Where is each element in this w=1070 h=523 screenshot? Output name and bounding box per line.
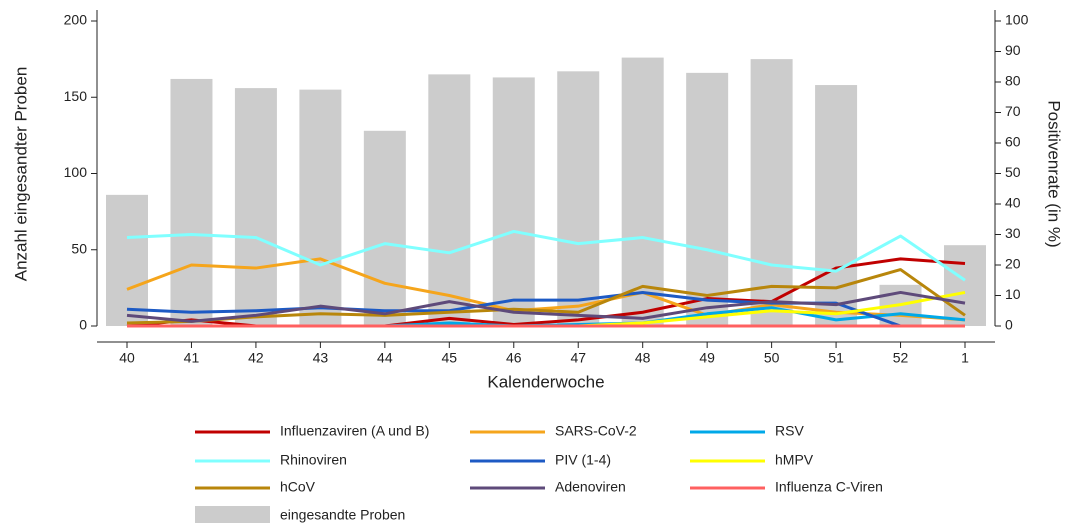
legend-label: eingesandte Proben [280, 507, 405, 523]
y2-tick-label: 30 [1005, 225, 1021, 241]
y2-tick-label: 10 [1005, 286, 1021, 302]
bar [170, 78, 213, 326]
x-tick-label: 42 [248, 350, 264, 366]
legend-label: Influenzaviren (A und B) [280, 423, 429, 439]
y2-tick-label: 50 [1005, 164, 1021, 180]
bar [750, 59, 793, 326]
bar [815, 85, 858, 326]
bar [944, 245, 986, 326]
legend-label: Influenza C-Viren [775, 479, 883, 495]
legend: Influenzaviren (A und B) SARS-CoV-2 RSV Rhi… [195, 423, 883, 523]
x-tick-label: 48 [635, 350, 651, 366]
bar [106, 194, 148, 326]
y2-tick-label: 0 [1005, 317, 1013, 333]
x-tick-label: 52 [893, 350, 909, 366]
bar [234, 88, 277, 326]
y2-tick-label: 20 [1005, 256, 1021, 272]
legend-label: hCoV [280, 479, 316, 495]
series-line [126, 268, 966, 325]
legend-label: hMPV [775, 452, 814, 468]
x-axis-title: Kalenderwoche [487, 372, 604, 391]
y-tick-label: 100 [64, 164, 88, 180]
y2-tick-label: 70 [1005, 103, 1021, 119]
x-tick-label: 43 [313, 350, 329, 366]
legend-label: Adenoviren [555, 479, 626, 495]
legend-label: Rhinoviren [280, 452, 347, 468]
y2-tick-label: 100 [1005, 12, 1029, 28]
series-line [126, 229, 966, 282]
y-axis-title: Anzahl eingesandter Proben [11, 67, 30, 282]
bar [557, 71, 600, 326]
bar [428, 74, 471, 326]
lines-layer [126, 229, 966, 328]
y2-tick-label: 60 [1005, 134, 1021, 150]
legend-label: RSV [775, 423, 804, 439]
y2-tick-label: 90 [1005, 42, 1021, 58]
bar [492, 77, 535, 326]
x-tick-label: 41 [184, 350, 200, 366]
y-tick-label: 200 [64, 12, 88, 28]
x-tick-label: 50 [764, 350, 780, 366]
y-tick-label: 50 [71, 240, 87, 256]
x-tick-label: 1 [961, 350, 969, 366]
series-line [126, 257, 966, 322]
x-tick-label: 44 [377, 350, 393, 366]
x-tick-label: 45 [442, 350, 458, 366]
bar [686, 72, 729, 326]
series-line [126, 290, 966, 323]
x-tick-label: 51 [828, 350, 844, 366]
y2-axis-title: Positivenrate (in %) [1045, 100, 1064, 247]
y2-tick-label: 40 [1005, 195, 1021, 211]
bar [299, 89, 342, 326]
y-tick-label: 0 [79, 317, 87, 333]
x-tick-label: 47 [570, 350, 586, 366]
x-tick-label: 46 [506, 350, 522, 366]
x-tick-label: 40 [119, 350, 135, 366]
x-tick-label: 49 [699, 350, 715, 366]
bar [363, 130, 406, 326]
y2-tick-label: 80 [1005, 73, 1021, 89]
legend-swatch [195, 506, 270, 523]
y-tick-label: 150 [64, 88, 88, 104]
legend-label: SARS-CoV-2 [555, 423, 637, 439]
legend-label: PIV (1-4) [555, 452, 611, 468]
bars-layer [106, 57, 986, 326]
bar [621, 57, 664, 326]
